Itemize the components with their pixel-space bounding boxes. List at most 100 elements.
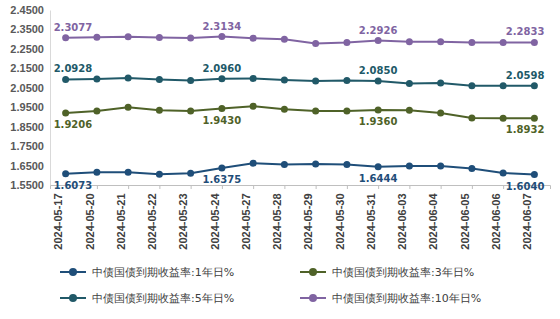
series-marker	[187, 170, 194, 177]
series-marker	[437, 38, 444, 45]
series-marker	[500, 39, 507, 46]
data-label: 1.9360	[359, 116, 398, 127]
series-marker	[125, 104, 132, 111]
series-marker	[250, 160, 257, 167]
data-label: 1.8932	[506, 124, 545, 135]
y-axis: 1.5500 1.6500 1.7500 1.8500 1.9500 2.0500 2.15…	[10, 4, 50, 191]
x-tick: 2024-05-20	[84, 185, 98, 250]
y-tick: 1.5500	[10, 179, 50, 191]
data-label: 1.9430	[203, 115, 242, 126]
series-marker	[375, 163, 382, 170]
series-marker	[312, 108, 319, 115]
x-tick: 2024-06-06	[490, 185, 504, 250]
y-tick: 1.9500	[10, 101, 50, 113]
y-tick: 1.7500	[10, 140, 50, 152]
y-tick-label: 2.0500	[10, 82, 44, 94]
x-tick-label: 2024-06-04	[427, 193, 439, 250]
data-label: 1.6040	[506, 181, 545, 192]
series-marker	[281, 36, 288, 43]
data-label: 1.6444	[359, 173, 398, 184]
legend-item: 中债国债到期收益率:10年日%	[300, 292, 481, 305]
series-marker	[437, 162, 444, 169]
x-tick-label: 2024-05-20	[84, 193, 96, 249]
x-tick: 2024-05-29	[302, 185, 316, 250]
legend-item: 中债国债到期收益率:5年日%	[60, 292, 234, 305]
x-tick-label: 2024-06-03	[396, 193, 408, 249]
series-marker	[343, 161, 350, 168]
data-label: 2.0928	[54, 63, 93, 74]
x-tick-mark	[159, 185, 160, 189]
series-marker	[468, 82, 475, 89]
x-tick-label: 2024-05-27	[240, 193, 252, 249]
x-tick-label: 2024-05-21	[115, 193, 127, 249]
marks	[62, 33, 538, 178]
series-marker	[125, 169, 132, 176]
series-marker	[343, 77, 350, 84]
data-label: 1.9206	[54, 119, 93, 130]
x-tick-mark	[378, 185, 379, 189]
series-marker	[531, 82, 538, 89]
x-tick: 2024-05-17	[52, 185, 66, 250]
series-marker	[343, 39, 350, 46]
legend-marker	[69, 268, 77, 276]
x-tick: 2024-05-21	[115, 185, 129, 250]
series-marker	[437, 110, 444, 117]
x-tick-label: 2024-06-06	[490, 193, 502, 249]
data-label: 2.0960	[203, 63, 242, 74]
series-marker	[250, 35, 257, 42]
data-label: 2.2926	[359, 25, 398, 36]
series-marker	[187, 35, 194, 42]
series-marker	[156, 76, 163, 83]
legend-label: 中债国债到期收益率:10年日%	[332, 292, 481, 305]
y-tick: 2.3500	[10, 23, 50, 35]
series-line	[66, 78, 535, 86]
x-tick-mark	[128, 185, 129, 189]
y-tick: 1.6500	[10, 160, 50, 172]
series-marker	[312, 40, 319, 47]
series-marker	[187, 77, 194, 84]
y-tick: 2.1500	[10, 62, 50, 74]
x-tick: 2024-05-23	[177, 185, 191, 250]
y-tick: 2.2500	[10, 43, 50, 55]
x-tick-mark	[97, 185, 98, 189]
series-marker	[406, 80, 413, 87]
series-marker	[218, 33, 225, 40]
series-marker	[218, 164, 225, 171]
series-marker	[343, 108, 350, 115]
legend-label: 中债国债到期收益率:3年日%	[332, 266, 474, 279]
x-tick: 2024-06-07	[521, 185, 535, 250]
data-label: 2.0850	[359, 65, 398, 76]
x-tick: 2024-06-05	[459, 185, 473, 250]
data-label: 2.3077	[54, 22, 93, 33]
x-tick-mark	[222, 185, 223, 189]
x-tick-mark	[472, 185, 473, 189]
series-marker	[406, 107, 413, 114]
x-tick-mark	[191, 185, 192, 189]
series-marker	[156, 171, 163, 178]
series-marker	[93, 169, 100, 176]
series-marker	[500, 82, 507, 89]
x-tick: 2024-05-31	[365, 185, 379, 250]
series-marker	[62, 109, 69, 116]
x-tick-label: 2024-05-23	[177, 193, 189, 249]
x-tick: 2024-05-28	[271, 185, 285, 250]
data-label: 2.2833	[506, 26, 545, 37]
y-tick: 1.8500	[10, 121, 50, 133]
x-tick: 2024-05-30	[334, 185, 348, 250]
x-tick: 2024-06-03	[396, 185, 410, 250]
data-label: 2.0598	[506, 70, 545, 81]
x-tick-label: 2024-05-22	[146, 193, 158, 249]
data-label: 1.6073	[54, 180, 93, 191]
x-tick-mark	[347, 185, 348, 189]
y-tick-label: 1.6500	[10, 160, 44, 172]
y-tick-label: 1.7500	[10, 140, 44, 152]
series-marker	[468, 39, 475, 46]
data-label: 1.6375	[203, 174, 242, 185]
series-marker	[375, 77, 382, 84]
series-marker	[93, 108, 100, 115]
series-marker	[468, 165, 475, 172]
x-tick-mark	[503, 185, 504, 189]
series-marker	[250, 75, 257, 82]
series-marker	[281, 106, 288, 113]
x-tick-label: 2024-05-28	[271, 193, 283, 249]
